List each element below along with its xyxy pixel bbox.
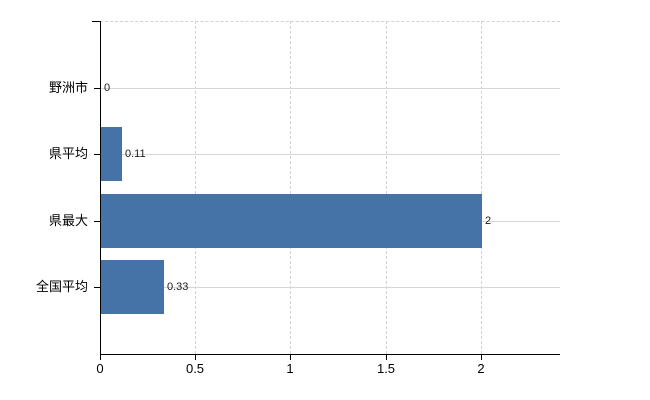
x-axis-tick — [195, 355, 196, 360]
y-axis-tick — [94, 221, 100, 222]
y-axis-tick — [94, 154, 100, 155]
x-axis-line — [100, 354, 560, 355]
gridline-vertical — [481, 21, 482, 354]
bar — [101, 127, 122, 181]
gridline-vertical — [386, 21, 387, 354]
y-axis-tick — [94, 287, 100, 288]
gridline-horizontal — [100, 154, 560, 155]
x-tick-label: 0.5 — [185, 361, 205, 376]
y-axis-end-tick — [92, 21, 100, 22]
gridline-horizontal — [100, 287, 560, 288]
x-axis-tick — [290, 355, 291, 360]
x-axis-tick — [100, 355, 101, 360]
value-label: 0.33 — [167, 281, 189, 293]
plot-top-border — [100, 21, 560, 22]
x-tick-label: 1.5 — [376, 361, 396, 376]
gridline-vertical — [195, 21, 196, 354]
value-label: 0.11 — [125, 148, 146, 160]
y-axis-line — [100, 21, 101, 355]
y-axis-tick — [94, 88, 100, 89]
category-label: 野洲市 — [48, 80, 88, 95]
value-label: 0 — [104, 82, 111, 94]
x-axis-tick — [386, 355, 387, 360]
bar — [101, 194, 482, 248]
x-tick-label: 2 — [477, 361, 485, 376]
category-label: 県平均 — [48, 146, 88, 161]
x-axis-tick — [481, 355, 482, 360]
bar — [101, 260, 164, 314]
category-label: 全国平均 — [35, 279, 88, 294]
gridline-horizontal — [100, 88, 560, 89]
plot-area: 0 0.11 2 0.33 — [100, 21, 560, 354]
gridline-vertical — [290, 21, 291, 354]
value-label: 2 — [485, 215, 492, 227]
x-tick-label: 1 — [286, 361, 294, 376]
category-label: 県最大 — [48, 213, 88, 228]
x-tick-label: 0 — [96, 361, 104, 376]
